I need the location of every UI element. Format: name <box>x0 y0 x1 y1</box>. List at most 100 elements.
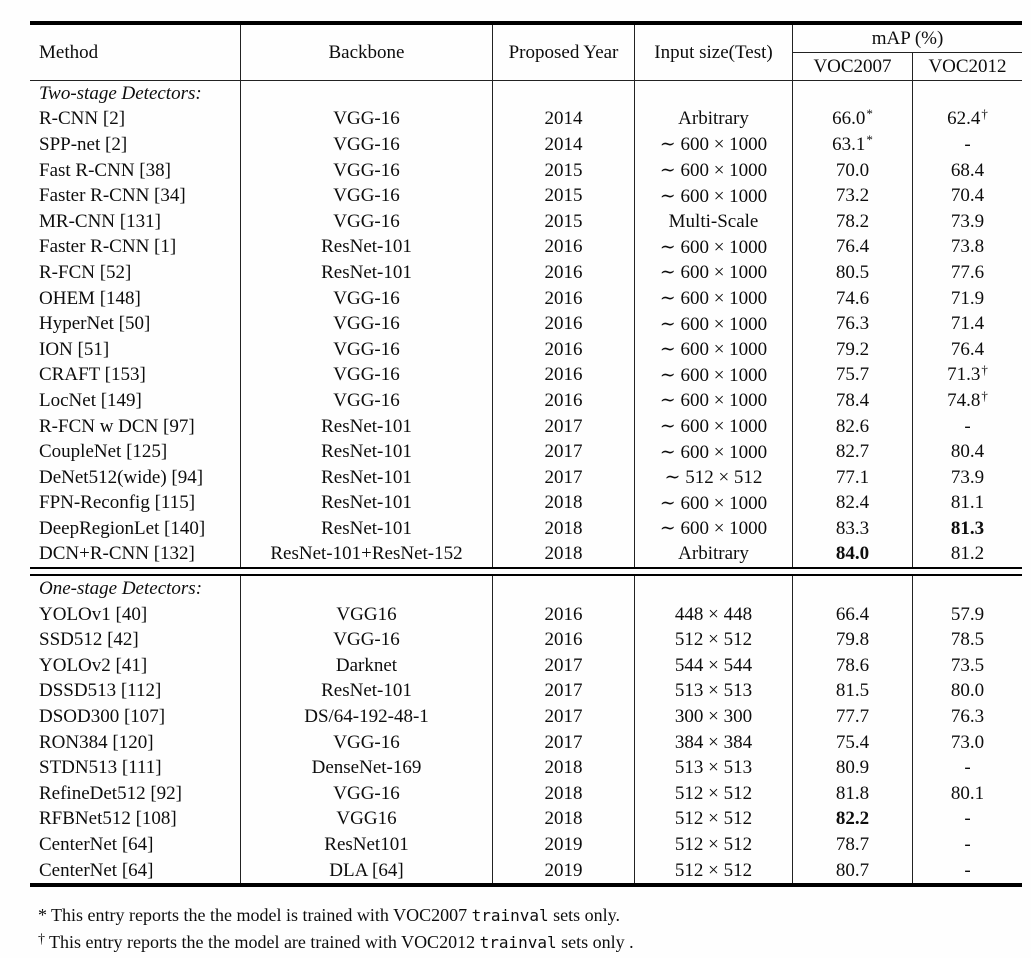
voc2012-cell: 77.6 <box>913 260 1022 286</box>
cell-value: YOLOv1 [40] <box>39 603 148 625</box>
cell-value: 82.6 <box>835 415 870 437</box>
backbone-cell: DenseNet-169 <box>241 755 493 782</box>
cell-value: R-FCN w DCN [97] <box>39 415 195 437</box>
voc2012-cell: - <box>913 832 1022 858</box>
method-cell: CRAFT [153] <box>30 362 241 389</box>
footnote-text: sets only . <box>556 932 634 952</box>
method-cell: STDN513 [111] <box>30 755 241 782</box>
backbone-cell: VGG-16 <box>241 362 493 389</box>
input-size-cell: 384 × 384 <box>635 729 793 756</box>
cell-value: ResNet-101+ResNet-152 <box>270 543 463 565</box>
cell-value: DeepRegionLet [140] <box>39 517 206 539</box>
table-row: LocNet [149] VGG-16 2016 ∼ 600 × 1000 78.4 74… <box>30 388 1022 414</box>
cell-value: 544 × 544 <box>674 654 753 676</box>
cell-value: ∼ 600 × 1000 <box>659 339 768 361</box>
cell-value: ∼ 512 × 512 <box>664 467 763 489</box>
cell-value: 2014 <box>544 108 583 130</box>
cell-value: 78.6 <box>835 654 870 676</box>
voc2012-cell: 76.3 <box>913 704 1022 730</box>
table-bottom-rule <box>30 883 1022 888</box>
table-row: DeNet512(wide) [94] ResNet-101 2017 ∼ 512 ×… <box>30 464 1022 491</box>
voc2007-cell: 81.8 <box>793 781 913 807</box>
voc2007-cell: 78.2 <box>793 208 913 235</box>
year-cell: 2016 <box>493 627 635 654</box>
voc2012-cell: 74.8† <box>913 388 1022 414</box>
cell-value: 2018 <box>544 808 583 830</box>
footnote-text: This entry reports the the model are tra… <box>49 932 480 952</box>
table-row: RefineDet512 [92] VGG-16 2018 512 × 512 81.8… <box>30 781 1022 807</box>
cell-value: YOLOv2 [41] <box>39 654 148 676</box>
cell-value: ∼ 600 × 1000 <box>659 313 768 335</box>
year-cell: 2017 <box>493 729 635 756</box>
input-size-cell: ∼ 600 × 1000 <box>635 132 793 158</box>
cell-value: ∼ 600 × 1000 <box>659 262 768 284</box>
cell-value: DSOD300 [107] <box>39 706 166 728</box>
cell-value: 2018 <box>544 543 583 565</box>
table-top-rule <box>30 21 1022 25</box>
cell-value: VGG-16 <box>333 210 400 232</box>
cell-value: 512 × 512 <box>674 834 753 856</box>
cell-value: LocNet [149] <box>39 389 142 411</box>
voc2012-cell: 62.4† <box>913 107 1022 133</box>
cell-value: ResNet-101 <box>321 492 412 514</box>
method-cell: RON384 [120] <box>30 729 241 756</box>
cell-value: 512 × 512 <box>674 629 753 651</box>
voc2012-cell: 73.0 <box>913 730 1022 756</box>
cell-value: 513 × 513 <box>674 757 753 779</box>
footnote-marker: * <box>38 905 47 925</box>
year-cell: 2017 <box>493 439 635 465</box>
year-cell: 2016 <box>493 234 635 261</box>
table-row: HyperNet [50] VGG-16 2016 ∼ 600 × 1000 76.3 7… <box>30 311 1022 337</box>
input-size-cell: ∼ 600 × 1000 <box>635 388 793 414</box>
year-cell: 2019 <box>493 857 635 884</box>
input-size-cell: ∼ 600 × 1000 <box>635 413 793 440</box>
cell-value: CRAFT [153] <box>39 364 146 386</box>
cell-value: VGG-16 <box>333 159 400 181</box>
voc2012-cell: 73.9 <box>913 209 1022 235</box>
voc2012-cell: 73.8 <box>913 235 1022 261</box>
voc2007-cell: 74.6 <box>793 285 913 312</box>
cell-value: SPP-net [2] <box>39 133 128 155</box>
empty-cell <box>793 576 913 602</box>
input-size-cell: ∼ 600 × 1000 <box>635 157 793 184</box>
table-row: FPN-Reconfig [115] ResNet-101 2018 ∼ 600 × … <box>30 490 1022 517</box>
method-cell: DCN+R-CNN [132] <box>30 541 241 568</box>
table-row: YOLOv1 [40] VGG16 2016 448 × 448 66.4 57.9 <box>30 601 1022 628</box>
method-cell: LocNet [149] <box>30 388 241 414</box>
voc2007-cell: 82.6 <box>793 413 913 440</box>
table-row: SPP-net [2] VGG-16 2014 ∼ 600 × 1000 63.1* - <box>30 132 1022 158</box>
year-cell: 2016 <box>493 311 635 337</box>
input-size-cell: 513 × 513 <box>635 678 793 705</box>
cell-value: - <box>964 757 971 779</box>
table-row: Faster R-CNN [1] ResNet-101 2016 ∼ 600 × 10… <box>30 234 1022 261</box>
cell-value: VGG-16 <box>333 782 400 804</box>
cell-value: 512 × 512 <box>674 782 753 804</box>
superscript-marker: † <box>981 362 988 378</box>
cell-value: 81.1 <box>950 492 985 514</box>
voc2007-cell: 78.7 <box>793 832 913 858</box>
input-size-cell: 512 × 512 <box>635 857 793 884</box>
cell-value: VGG-16 <box>333 389 400 411</box>
cell-value: 512 × 512 <box>674 859 753 881</box>
voc2012-cell: 80.4 <box>913 439 1022 465</box>
cell-value: 2019 <box>544 834 583 856</box>
cell-value: 79.8 <box>835 629 870 651</box>
voc2007-cell: 66.4 <box>793 601 913 628</box>
year-cell: 2016 <box>493 336 635 363</box>
year-cell: 2016 <box>493 601 635 628</box>
cell-value: 76.4 <box>950 338 985 360</box>
voc2007-cell: 79.8 <box>793 627 913 654</box>
voc2007-cell: 75.7 <box>793 362 913 389</box>
header-voc2012: VOC2012 <box>928 55 1007 77</box>
footnote-code-text: trainval <box>471 906 549 925</box>
cell-value: 71.9 <box>950 287 985 309</box>
empty-cell <box>913 81 1022 107</box>
input-size-cell: 513 × 513 <box>635 755 793 782</box>
cell-value: - <box>964 133 971 155</box>
cell-value: ∼ 600 × 1000 <box>659 416 768 438</box>
voc2007-cell: 82.4 <box>793 490 913 517</box>
cell-value: 75.4 <box>835 731 870 753</box>
year-cell: 2017 <box>493 678 635 705</box>
cell-value: 79.2 <box>835 338 870 360</box>
cell-value: 2016 <box>544 603 583 625</box>
